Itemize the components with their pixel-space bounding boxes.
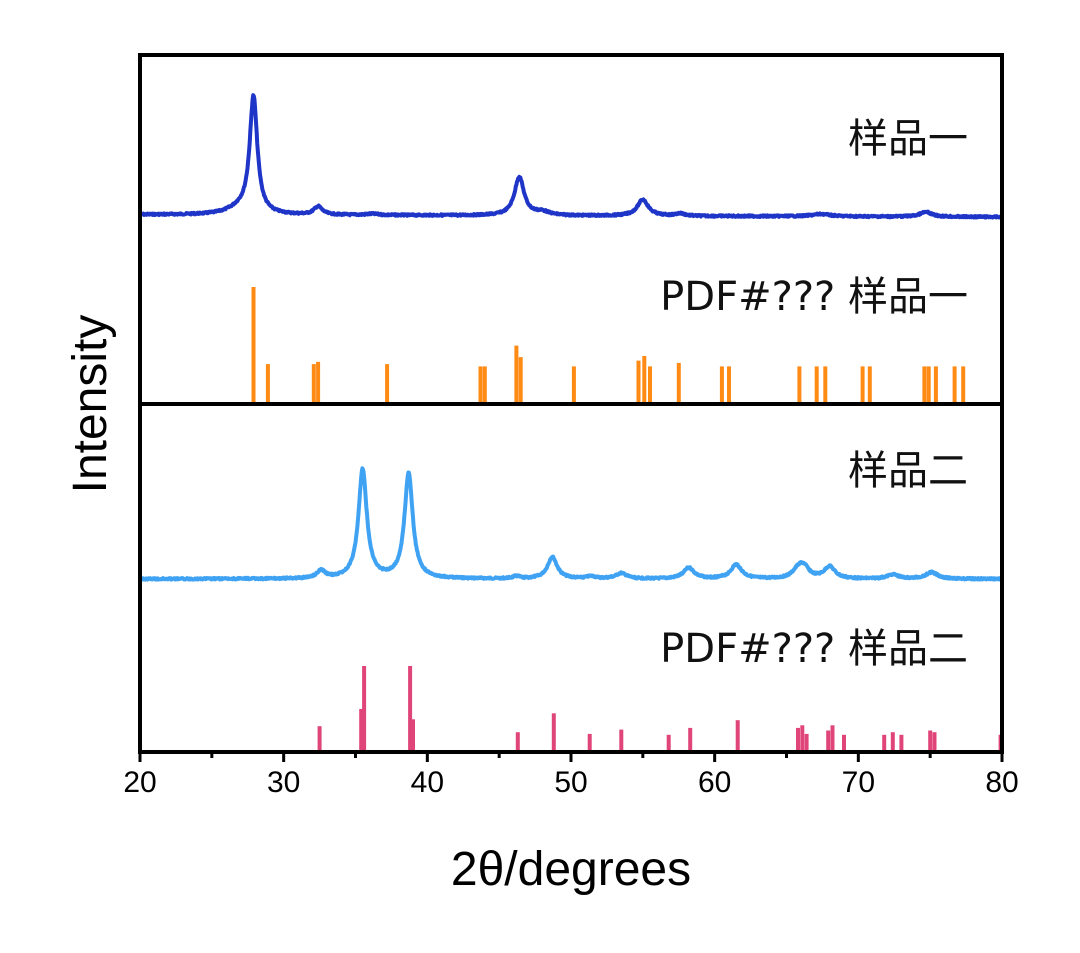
sample-2-label: 样品二: [848, 448, 968, 494]
reference-1-series: [251, 287, 966, 402]
sample-1-label: 样品一: [848, 116, 968, 162]
x-tick-label-30: 30: [267, 766, 300, 799]
plot-layer: [138, 93, 1004, 752]
x-tick-label-60: 60: [698, 766, 731, 799]
x-tick-label-40: 40: [411, 766, 444, 799]
x-axis-title: 2θ/degrees: [451, 843, 691, 896]
reference-2-label: PDF#??? 样品二: [660, 626, 968, 672]
reference-1-label: PDF#??? 样品一: [660, 274, 968, 320]
x-tick-label-80: 80: [985, 766, 1018, 799]
sample-1-pattern-line: [138, 93, 1004, 220]
sample-2-pattern-line: [138, 466, 1004, 582]
sample-1-series: [138, 93, 1004, 220]
x-axis: 20 30 40 50 60 70 80: [123, 752, 1019, 799]
x-tick-label-20: 20: [123, 766, 156, 799]
sample-2-series: [138, 466, 1004, 582]
reference-2-series: [317, 666, 1003, 752]
y-axis-title: Intensity: [64, 315, 117, 494]
x-tick-label-70: 70: [842, 766, 875, 799]
x-tick-label-50: 50: [554, 766, 587, 799]
